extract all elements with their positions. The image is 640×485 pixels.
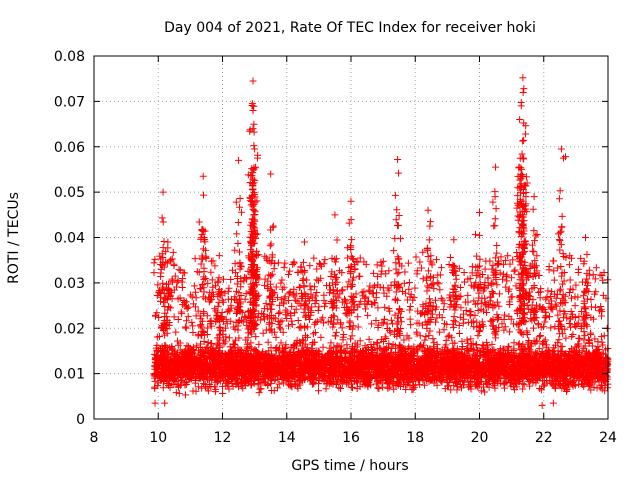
data-point — [537, 294, 544, 301]
data-point — [343, 341, 350, 348]
data-point — [208, 340, 215, 347]
data-point — [414, 330, 421, 337]
data-point — [219, 390, 226, 397]
data-point — [381, 304, 388, 311]
data-point — [354, 313, 361, 320]
data-point — [379, 384, 386, 391]
data-point — [349, 384, 356, 391]
data-point — [406, 279, 413, 286]
data-point — [225, 285, 232, 292]
data-point — [402, 290, 409, 297]
data-point — [445, 333, 452, 340]
data-point — [220, 276, 227, 283]
data-point — [502, 323, 509, 330]
data-point — [333, 329, 340, 336]
data-point — [349, 332, 356, 339]
points-layer — [150, 74, 611, 409]
data-point — [483, 309, 490, 316]
data-point — [315, 307, 322, 314]
data-point — [183, 325, 190, 332]
data-point — [201, 288, 208, 295]
data-point — [295, 317, 302, 324]
data-point — [337, 385, 344, 392]
data-point — [362, 305, 369, 312]
data-point — [226, 334, 233, 341]
data-point — [464, 292, 471, 299]
data-point — [551, 277, 558, 284]
data-point — [537, 332, 544, 339]
data-point — [225, 288, 232, 295]
data-point — [151, 384, 158, 391]
data-point — [189, 329, 196, 336]
data-point — [366, 336, 373, 343]
data-point — [319, 314, 326, 321]
data-point — [172, 329, 179, 336]
data-point — [256, 389, 263, 396]
data-point — [374, 384, 381, 391]
data-point — [317, 334, 324, 341]
data-point — [178, 310, 185, 317]
data-point — [273, 334, 280, 341]
data-point — [526, 383, 533, 390]
data-point — [496, 290, 503, 297]
data-point — [289, 321, 296, 328]
data-point — [320, 344, 327, 351]
data-point — [360, 288, 367, 295]
data-point — [464, 336, 471, 343]
data-point — [417, 332, 424, 339]
data-point — [431, 339, 438, 346]
data-point — [315, 387, 322, 394]
data-point — [421, 337, 428, 344]
data-point — [547, 324, 554, 331]
data-point — [152, 313, 159, 320]
data-point — [471, 312, 478, 319]
data-point — [285, 297, 292, 304]
data-point — [278, 339, 285, 346]
data-point — [562, 335, 569, 342]
data-point — [260, 330, 267, 337]
data-point — [198, 385, 205, 392]
data-point — [555, 336, 562, 343]
data-point — [400, 337, 407, 344]
data-point — [359, 289, 366, 296]
data-point — [189, 293, 196, 300]
data-point — [182, 391, 189, 398]
data-point — [439, 297, 446, 304]
data-point — [347, 335, 354, 342]
data-point — [481, 388, 488, 395]
chart-title: Day 004 of 2021, Rate Of TEC Index for r… — [164, 20, 536, 36]
data-point — [407, 303, 414, 310]
data-point — [182, 323, 189, 330]
